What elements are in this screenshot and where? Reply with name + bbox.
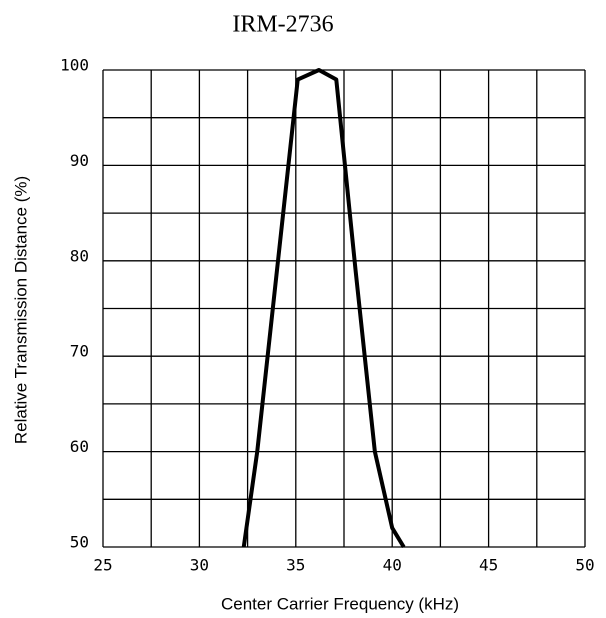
chart-title: IRM-2736: [232, 12, 333, 38]
x-tick-label: 30: [190, 556, 209, 575]
y-tick-label: 100: [60, 56, 89, 75]
x-tick-label: 25: [93, 556, 112, 575]
y-tick-label: 50: [70, 533, 89, 552]
line: [241, 68, 406, 549]
y-tick-label: 60: [70, 437, 89, 456]
x-tick-label: 40: [383, 556, 402, 575]
x-axis-label: Center Carrier Frequency (kHz): [221, 594, 459, 613]
x-tick-label: 50: [575, 556, 594, 575]
x-tick-label: 45: [479, 556, 498, 575]
y-axis-label: Relative Transmission Distance (%): [11, 176, 30, 444]
y-tick-label: 70: [70, 342, 89, 361]
y-tick-label: 90: [70, 151, 89, 170]
y-tick-label: 80: [70, 246, 89, 265]
x-tick-label: 35: [286, 556, 305, 575]
